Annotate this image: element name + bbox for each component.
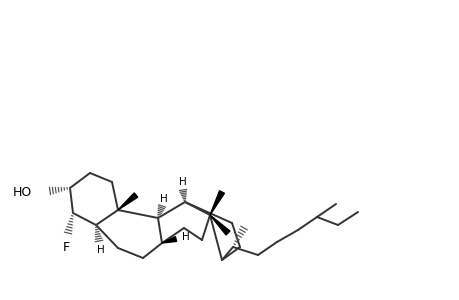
- Text: H: H: [160, 194, 168, 204]
- Polygon shape: [118, 193, 137, 210]
- Polygon shape: [210, 215, 230, 235]
- Text: H: H: [97, 245, 105, 255]
- Polygon shape: [162, 237, 176, 243]
- Text: H: H: [179, 177, 186, 187]
- Polygon shape: [210, 191, 224, 215]
- Text: F: F: [62, 241, 69, 254]
- Text: H: H: [182, 232, 190, 242]
- Text: HO: HO: [13, 187, 32, 200]
